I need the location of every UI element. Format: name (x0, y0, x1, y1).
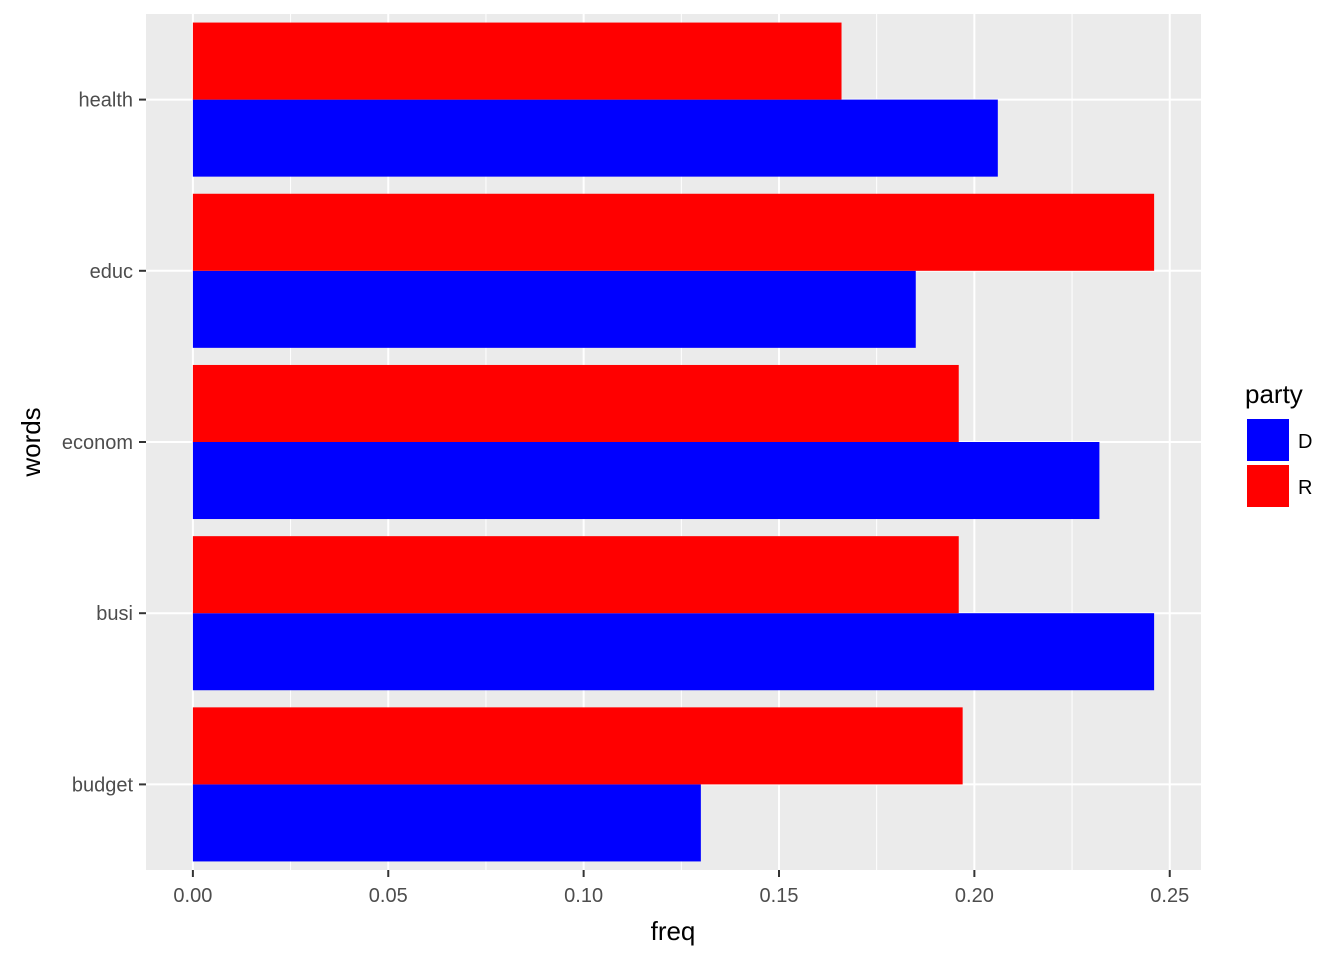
bar-educ-R (192, 193, 1155, 271)
legend-title: party (1245, 379, 1303, 409)
y-axis: budget busi econom educ health (62, 90, 146, 796)
x-axis-title: freq (651, 916, 696, 946)
x-tick-label: 0.15 (760, 885, 799, 907)
bar-budget-R (192, 707, 963, 785)
y-tick-label: busi (96, 603, 133, 625)
legend-label-R: R (1298, 477, 1312, 499)
x-tick-label: 0.10 (564, 885, 603, 907)
y-tick-label: budget (72, 774, 134, 796)
legend: party D R (1245, 379, 1312, 507)
bars (192, 22, 1155, 862)
bar-econom-D (192, 442, 1100, 520)
legend-key-R (1247, 465, 1289, 507)
legend-key-D (1247, 419, 1289, 461)
bar-econom-R (192, 364, 959, 442)
legend-label-D: D (1298, 431, 1312, 453)
x-axis: 0.00 0.05 0.10 0.15 0.20 0.25 (173, 870, 1189, 907)
bar-health-D (192, 99, 998, 177)
y-axis-title: words (16, 407, 46, 477)
bar-busi-D (192, 613, 1155, 691)
bar-educ-D (192, 270, 916, 348)
x-tick-label: 0.00 (173, 885, 212, 907)
x-tick-label: 0.05 (369, 885, 408, 907)
y-tick-label: health (79, 90, 134, 112)
x-tick-label: 0.20 (955, 885, 994, 907)
bar-busi-R (192, 536, 959, 614)
bar-budget-D (192, 784, 701, 862)
bar-health-R (192, 22, 842, 100)
y-tick-label: educ (90, 261, 133, 283)
y-tick-label: econom (62, 432, 133, 454)
x-tick-label: 0.25 (1150, 885, 1189, 907)
